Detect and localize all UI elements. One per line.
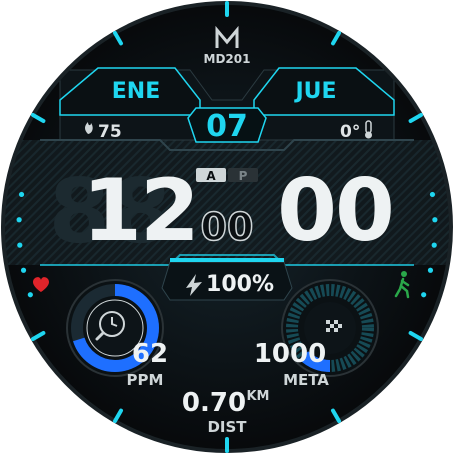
- seconds-display: 00: [201, 205, 254, 249]
- bezel-dot: [20, 267, 27, 273]
- brand-logo-icon: [215, 25, 239, 48]
- bezel-dot: [427, 267, 434, 273]
- heart-rate-ring: [71, 284, 159, 372]
- month-label: ENE: [112, 79, 160, 104]
- thermometer-icon: [365, 120, 372, 139]
- bezel-dot: [16, 217, 22, 223]
- am-indicator-bg: [196, 168, 226, 182]
- bezel-tick: [31, 113, 46, 123]
- uv-value: 75: [98, 122, 122, 142]
- heart-rate-unit: PPM: [127, 371, 164, 389]
- heart-rate-gauge: [66, 279, 164, 377]
- bezel-tick: [31, 331, 46, 341]
- weekday-box: [253, 67, 395, 116]
- bezel-dot: [18, 191, 25, 198]
- bezel-tick: [113, 31, 123, 46]
- hours-display: 12: [82, 161, 198, 261]
- bezel-tick: [408, 331, 423, 341]
- bezel-dots: [16, 191, 438, 298]
- day-number: 07: [206, 109, 248, 144]
- bezel-dot: [432, 217, 438, 223]
- bezel-dot: [421, 292, 427, 298]
- steps-ring: [286, 284, 374, 372]
- distance-value: 0.70: [182, 388, 246, 418]
- hours-ghost: 88: [49, 160, 171, 263]
- heart-rate-value: 62: [132, 339, 168, 369]
- bezel-tick: [408, 113, 423, 123]
- clock-icon: [95, 311, 125, 341]
- bezel-dot: [431, 242, 437, 248]
- bezel-dot: [429, 191, 436, 198]
- bezel-tick: [331, 408, 341, 423]
- flame-icon: [85, 122, 93, 134]
- checkered-flag-icon: [326, 320, 342, 332]
- brand-model: MD201: [204, 52, 251, 66]
- bezel-tick: [331, 31, 341, 46]
- bolt-icon: [186, 274, 202, 296]
- am-indicator: A: [206, 169, 216, 183]
- bezel-dot: [27, 292, 33, 298]
- distance-unit: KM: [246, 389, 269, 404]
- pm-indicator-bg: [228, 168, 258, 182]
- bezel-ticks: [31, 1, 423, 453]
- battery-level-bar: [170, 258, 284, 262]
- bezel-dot: [17, 242, 23, 248]
- steps-unit: META: [283, 371, 329, 389]
- minutes-display: 00: [277, 161, 393, 261]
- weekday-label: JUE: [293, 79, 336, 104]
- steps-value: 1000: [254, 339, 326, 369]
- bezel-tick: [113, 408, 123, 423]
- heart-icon: [33, 277, 49, 292]
- pm-indicator: P: [239, 169, 248, 183]
- temperature-value: 0°: [340, 122, 360, 142]
- battery-percent: 100%: [206, 272, 274, 297]
- distance-label: DIST: [207, 418, 247, 436]
- day-box: [187, 107, 267, 143]
- walking-icon: [394, 271, 410, 299]
